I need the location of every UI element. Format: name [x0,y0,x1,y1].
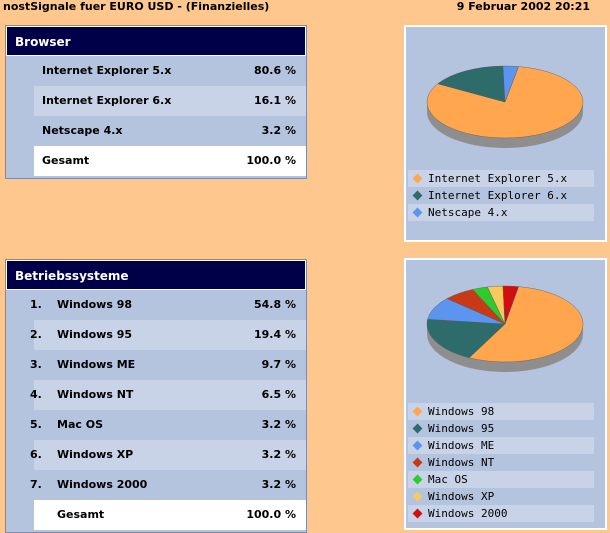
os-pie-box: Windows 98 Windows 95 Windows ME Windows NT… [404,258,607,530]
legend-entry: Internet Explorer 6.x [408,187,594,204]
os-table: Betriebssysteme 1. Windows 98 54.8 % 2. Wind… [5,259,307,533]
legend-label: Windows 2000 [428,507,508,520]
page-title: nostSignale fuer EURO USD - (Finanzielle… [3,0,270,13]
row-number: 3. [30,358,42,371]
row-percent: 6.5 % [261,388,296,401]
legend-label: Internet Explorer 5.x [428,172,568,185]
total-label: Gesamt [57,508,105,521]
total-percent: 100.0 % [246,154,296,167]
legend-swatch-icon [412,491,423,502]
browser-heading: Browser [6,26,306,56]
row-label: Mac OS [57,418,103,431]
row-number: 5. [30,418,42,431]
legend-swatch-icon [412,508,423,519]
top-bar: nostSignale fuer EURO USD - (Finanzielle… [0,0,610,14]
legend-swatch-icon [412,440,423,451]
table-row: 7. Windows 2000 3.2 % [30,470,306,500]
table-row: 4. Windows NT 6.5 % [30,380,306,410]
total-percent: 100.0 % [246,508,296,521]
legend-swatch-icon [412,474,423,485]
row-number: 4. [30,388,42,401]
row-label: Windows 98 [57,298,133,311]
pie-slice [502,285,519,325]
row-number: 6. [30,448,42,461]
row-percent: 3.2 % [261,124,296,137]
timestamp: 9 Februar 2002 20:21 [456,0,590,13]
os-legend: Windows 98 Windows 95 Windows ME Windows NT… [408,403,594,522]
row-label: Windows ME [57,358,136,371]
legend-entry: Windows XP [408,488,594,505]
row-percent: 3.2 % [261,478,296,491]
row-label: Internet Explorer 5.x [42,64,172,77]
pie-slice [437,65,506,103]
pie-depth [427,324,583,372]
legend-entry: Windows ME [408,437,594,454]
row-percent: 3.2 % [261,418,296,431]
legend-swatch-icon [412,457,423,468]
table-row: 2. Windows 95 19.4 % [30,320,306,350]
row-percent: 16.1 % [254,94,296,107]
legend-label: Windows 95 [428,422,495,435]
row-label: Netscape 4.x [42,124,123,137]
legend-entry: Internet Explorer 5.x [408,170,594,187]
row-percent: 9.7 % [261,358,296,371]
legend-label: Windows 98 [428,405,495,418]
pie-slice [468,286,584,363]
table-row: Netscape 4.x 3.2 % [34,116,306,146]
pie-slice [426,319,506,358]
table-row: Internet Explorer 6.x 16.1 % [34,86,306,116]
row-label: Windows NT [57,388,134,401]
table-row-total: Gesamt 100.0 % [34,146,306,176]
legend-entry: Windows 2000 [408,505,594,522]
row-percent: 80.6 % [254,64,296,77]
legend-label: Netscape 4.x [428,206,508,219]
legend-label: Windows NT [428,456,495,469]
row-label: Windows 95 [57,328,133,341]
legend-label: Windows XP [428,490,495,503]
row-number: 1. [30,298,42,311]
row-label: Internet Explorer 6.x [42,94,172,107]
table-row-total: Gesamt 100.0 % [34,500,306,530]
table-row: 3. Windows ME 9.7 % [30,350,306,380]
total-label: Gesamt [42,154,90,167]
legend-swatch-icon [412,423,423,434]
legend-entry: Mac OS [408,471,594,488]
row-number: 7. [30,478,42,491]
browser-pie-box: Internet Explorer 5.x Internet Explorer 6… [404,25,607,242]
table-row: Internet Explorer 5.x 80.6 % [34,56,306,86]
table-row: 6. Windows XP 3.2 % [30,440,306,470]
os-heading: Betriebssysteme [6,260,306,290]
legend-entry: Windows NT [408,454,594,471]
legend-label: Windows ME [428,439,495,452]
row-label: Windows XP [57,448,134,461]
table-row: 5. Mac OS 3.2 % [30,410,306,440]
legend-swatch-icon [412,406,423,417]
legend-label: Mac OS [428,473,468,486]
pie-slice [502,65,519,103]
row-percent: 19.4 % [254,328,296,341]
row-number: 2. [30,328,42,341]
pie-depth [427,102,583,148]
row-percent: 3.2 % [261,448,296,461]
legend-entry: Netscape 4.x [408,204,594,221]
legend-entry: Windows 98 [408,403,594,420]
legend-swatch-icon [412,190,423,201]
browser-table: Browser Internet Explorer 5.x 80.6 % Int… [5,25,307,179]
legend-entry: Windows 95 [408,420,594,437]
table-row: 1. Windows 98 54.8 % [30,290,306,320]
pie-slice [426,66,584,139]
os-pie-chart [426,285,584,372]
legend-swatch-icon [412,207,423,218]
legend-swatch-icon [412,173,423,184]
row-percent: 54.8 % [254,298,296,311]
browser-pie-chart [426,65,584,148]
legend-label: Internet Explorer 6.x [428,189,568,202]
row-label: Windows 2000 [57,478,148,491]
browser-legend: Internet Explorer 5.x Internet Explorer 6… [408,170,594,221]
